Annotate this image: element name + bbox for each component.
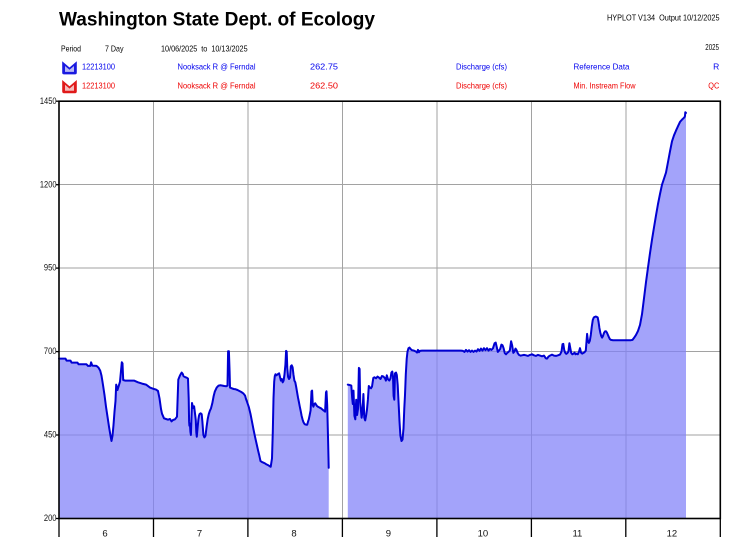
svg-text:7: 7: [197, 528, 202, 539]
svg-text:Period: Period: [61, 43, 81, 53]
svg-text:Reference Data: Reference Data: [574, 61, 630, 71]
svg-text:950: 950: [44, 263, 57, 274]
svg-text:Washington State Dept. of Ecol: Washington State Dept. of Ecology: [59, 9, 375, 30]
svg-text:R: R: [713, 61, 719, 71]
svg-text:12: 12: [667, 528, 678, 539]
svg-text:HYPLOT V134 Output 10/12/2025: HYPLOT V134 Output 10/12/2025: [607, 12, 720, 22]
svg-text:10: 10: [478, 528, 489, 539]
svg-text:262.50: 262.50: [310, 81, 338, 91]
svg-text:12213100: 12213100: [82, 61, 115, 71]
svg-text:Nooksack R @ Ferndal: Nooksack R @ Ferndal: [178, 61, 256, 71]
svg-text:Nooksack R @ Ferndal: Nooksack R @ Ferndal: [178, 81, 256, 91]
svg-text:2025: 2025: [705, 42, 719, 52]
svg-text:8: 8: [291, 528, 296, 539]
svg-text:Discharge (cfs): Discharge (cfs): [456, 81, 507, 91]
svg-text:QC: QC: [708, 81, 719, 91]
svg-text:Min. Instream Flow: Min. Instream Flow: [574, 81, 637, 91]
svg-text:6: 6: [102, 528, 107, 539]
svg-text:200: 200: [44, 513, 57, 524]
svg-text:1200: 1200: [40, 179, 57, 190]
svg-text:11: 11: [572, 528, 582, 539]
svg-text:7 Day: 7 Day: [105, 43, 124, 53]
svg-text:Discharge (cfs): Discharge (cfs): [456, 61, 507, 71]
svg-text:450: 450: [44, 430, 57, 441]
svg-text:1450: 1450: [40, 96, 57, 107]
svg-text:12213100: 12213100: [82, 81, 115, 91]
svg-text:700: 700: [44, 346, 57, 357]
svg-text:262.75: 262.75: [310, 61, 338, 71]
svg-text:9: 9: [386, 528, 391, 539]
svg-text:10/06/2025 to 10/13/2025: 10/06/2025 to 10/13/2025: [161, 43, 248, 53]
